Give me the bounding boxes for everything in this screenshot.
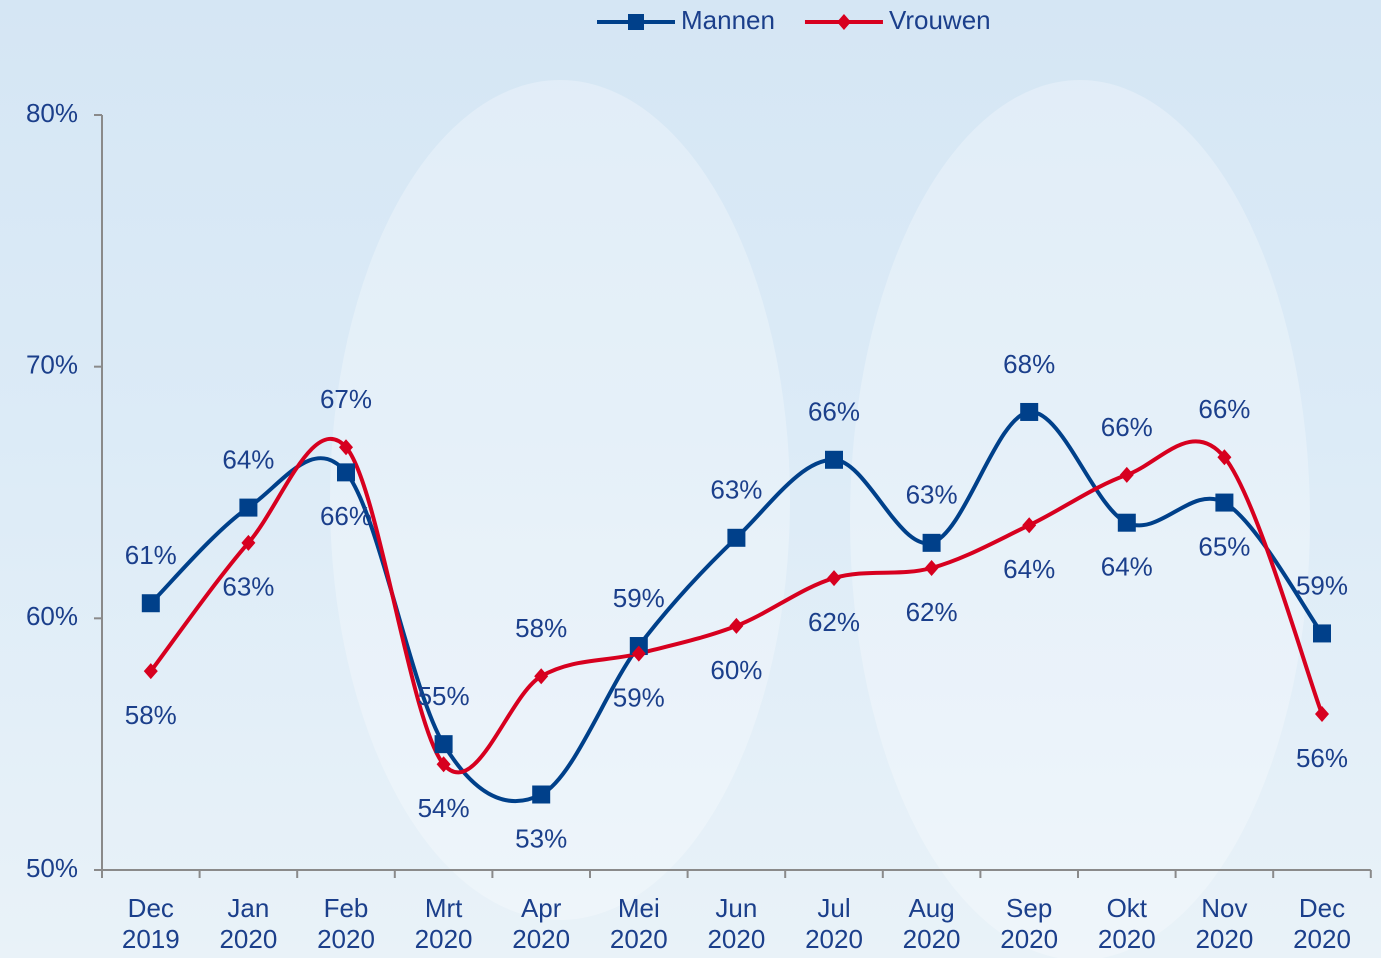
data-label: 59%	[613, 682, 665, 712]
data-label: 63%	[906, 480, 958, 510]
x-tick-label: Okt 2020	[1078, 893, 1176, 955]
chart-svg: 50% 60% 70% 80% 61% 64% 66% 55% 53% 59% 63% 66% 63% 6…	[0, 0, 1381, 958]
x-tick-label: Mei 2020	[590, 893, 688, 955]
legend-marker	[628, 14, 644, 30]
x-tick-label: Feb 2020	[297, 893, 395, 955]
marker	[239, 499, 257, 517]
marker	[1020, 403, 1038, 421]
y-tick-label: 60%	[26, 601, 78, 631]
data-label: 61%	[125, 540, 177, 570]
y-tick-label: 80%	[26, 98, 78, 128]
x-tick-label: Nov 2020	[1175, 893, 1273, 955]
data-label: 66%	[320, 501, 372, 531]
legend-label: Vrouwen	[889, 5, 991, 35]
data-label: 56%	[1296, 743, 1348, 773]
marker	[1118, 514, 1136, 532]
data-label: 66%	[808, 397, 860, 427]
marker	[435, 735, 453, 753]
data-label: 60%	[710, 655, 762, 685]
y-tick-label: 70%	[26, 350, 78, 380]
data-label: 67%	[320, 384, 372, 414]
x-tick-label: Aug 2020	[883, 893, 981, 955]
x-tick-label: Sep 2020	[980, 893, 1078, 955]
data-label: 63%	[710, 475, 762, 505]
data-label: 54%	[418, 793, 470, 823]
data-label: 62%	[808, 607, 860, 637]
data-label: 63%	[222, 572, 274, 602]
data-label: 64%	[1101, 552, 1153, 582]
marker	[532, 786, 550, 804]
x-tick-label: Jul 2020	[785, 893, 883, 955]
y-tick-label: 50%	[26, 853, 78, 883]
marker	[1315, 706, 1329, 722]
marker	[923, 534, 941, 552]
data-label: 58%	[515, 613, 567, 643]
marker	[1313, 624, 1331, 642]
data-label: 59%	[613, 583, 665, 613]
chart: 50% 60% 70% 80% 61% 64% 66% 55% 53% 59% 63% 66% 63% 6…	[0, 0, 1381, 958]
x-tick-label: Jan 2020	[199, 893, 297, 955]
x-tick-label: Mrt 2020	[395, 893, 493, 955]
marker	[142, 594, 160, 612]
data-label: 53%	[515, 823, 567, 853]
marker	[337, 463, 355, 481]
marker	[727, 529, 745, 547]
data-label: 62%	[906, 597, 958, 627]
x-tick-label: Dec 2019	[102, 893, 200, 955]
data-label: 59%	[1296, 570, 1348, 600]
x-tick-label: Jun 2020	[687, 893, 785, 955]
legend-label: Mannen	[681, 5, 775, 35]
marker	[825, 451, 843, 469]
data-label: 66%	[1101, 412, 1153, 442]
x-tick-label: Dec 2020	[1273, 893, 1371, 955]
x-tick-label: Apr 2020	[492, 893, 590, 955]
data-label: 64%	[1003, 554, 1055, 584]
marker	[827, 570, 841, 586]
data-label: 66%	[1198, 394, 1250, 424]
data-label: 55%	[418, 681, 470, 711]
legend-marker	[837, 14, 851, 30]
data-label: 58%	[125, 700, 177, 730]
marker	[1215, 494, 1233, 512]
data-label: 64%	[222, 444, 274, 474]
data-label: 68%	[1003, 349, 1055, 379]
data-label: 65%	[1198, 531, 1250, 561]
